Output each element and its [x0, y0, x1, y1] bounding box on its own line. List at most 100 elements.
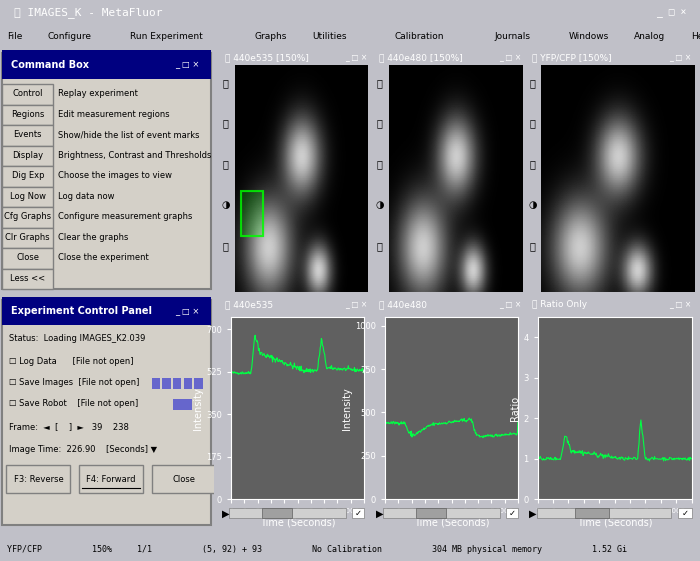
- Text: 🖼: 🖼: [529, 118, 536, 128]
- Text: _ □ ×: _ □ ×: [175, 61, 199, 70]
- Text: Close: Close: [172, 475, 195, 484]
- Text: _ □ ×: _ □ ×: [499, 300, 522, 309]
- Text: Close the experiment: Close the experiment: [57, 254, 148, 263]
- Text: Edit measurement regions: Edit measurement regions: [57, 110, 169, 119]
- Text: _ □ ×: _ □ ×: [499, 53, 522, 62]
- FancyBboxPatch shape: [2, 249, 53, 269]
- Text: _ □ ×: _ □ ×: [345, 300, 368, 309]
- Y-axis label: Intensity: Intensity: [193, 387, 203, 430]
- Text: _ □ ×: _ □ ×: [657, 8, 686, 17]
- Text: _ □ ×: _ □ ×: [669, 53, 692, 62]
- Text: ◑: ◑: [375, 200, 384, 210]
- Text: Log Now: Log Now: [10, 192, 46, 201]
- FancyBboxPatch shape: [2, 84, 53, 105]
- X-axis label: Time (Seconds): Time (Seconds): [577, 517, 652, 527]
- Bar: [229, 508, 346, 518]
- Text: Graphs: Graphs: [255, 32, 287, 41]
- Text: 📷 YFP/CFP [150%]: 📷 YFP/CFP [150%]: [532, 53, 612, 62]
- Text: ◑: ◑: [528, 200, 537, 210]
- Text: 📊 440e535: 📊 440e535: [225, 300, 272, 309]
- Text: Cfg Graphs: Cfg Graphs: [4, 213, 51, 222]
- Text: 📊 440e480: 📊 440e480: [379, 300, 426, 309]
- Text: ◑: ◑: [221, 200, 230, 210]
- Bar: [262, 508, 293, 518]
- Bar: [162, 378, 171, 389]
- Text: 🖼: 🖼: [377, 118, 383, 128]
- Text: Show/hide the list of event marks: Show/hide the list of event marks: [57, 130, 199, 140]
- Text: Run Experiment: Run Experiment: [130, 32, 203, 41]
- Text: _ □ ×: _ □ ×: [669, 300, 692, 309]
- Text: 🔲: 🔲: [223, 241, 229, 251]
- Text: 🔍: 🔍: [223, 77, 229, 88]
- Text: Windows: Windows: [568, 32, 609, 41]
- FancyBboxPatch shape: [79, 465, 143, 493]
- FancyBboxPatch shape: [2, 166, 53, 187]
- Text: F3: Reverse: F3: Reverse: [13, 475, 63, 484]
- Bar: [2, 297, 211, 325]
- Text: Events: Events: [13, 130, 42, 140]
- Text: _ □ ×: _ □ ×: [345, 53, 368, 62]
- Text: Frame:  ◄  [    ]  ►   39    238: Frame: ◄ [ ] ► 39 238: [8, 422, 128, 431]
- Bar: [575, 508, 609, 518]
- Text: Command Box: Command Box: [10, 60, 89, 70]
- FancyBboxPatch shape: [2, 125, 53, 146]
- Text: File: File: [7, 32, 22, 41]
- Text: Close: Close: [16, 254, 39, 263]
- Text: ✓: ✓: [355, 509, 362, 518]
- Text: Utilities: Utilities: [312, 32, 346, 41]
- Text: Configure measurement graphs: Configure measurement graphs: [57, 213, 192, 222]
- Text: 🔍: 🔍: [529, 77, 536, 88]
- Text: Brightness, Contrast and Thresholds: Brightness, Contrast and Thresholds: [57, 151, 211, 160]
- Text: Dig Exp: Dig Exp: [11, 172, 44, 181]
- Text: ☐ Save Images  [File not open]: ☐ Save Images [File not open]: [8, 378, 139, 387]
- Bar: [353, 508, 365, 518]
- Text: Configure: Configure: [48, 32, 92, 41]
- X-axis label: Time (Seconds): Time (Seconds): [414, 517, 489, 527]
- Text: ▶: ▶: [375, 508, 383, 518]
- Text: 🔲: 🔲: [529, 241, 536, 251]
- FancyBboxPatch shape: [2, 228, 53, 249]
- Text: Control: Control: [13, 89, 43, 98]
- Text: Clr Graphs: Clr Graphs: [6, 233, 50, 242]
- Bar: [173, 398, 192, 410]
- FancyBboxPatch shape: [6, 465, 71, 493]
- Text: Replay experiment: Replay experiment: [57, 89, 137, 98]
- Text: ▶: ▶: [528, 508, 536, 518]
- Text: 📷 440e480 [150%]: 📷 440e480 [150%]: [379, 53, 462, 62]
- FancyBboxPatch shape: [2, 187, 53, 208]
- Text: Regions: Regions: [11, 110, 44, 119]
- Text: Log data now: Log data now: [57, 192, 114, 201]
- Text: 🖼: 🖼: [223, 118, 229, 128]
- Text: F4: Forward: F4: Forward: [86, 475, 136, 484]
- Bar: [507, 508, 519, 518]
- Text: 🔍: 🔍: [377, 77, 383, 88]
- Text: Calibration: Calibration: [395, 32, 444, 41]
- Bar: [383, 508, 500, 518]
- FancyBboxPatch shape: [152, 465, 216, 493]
- Text: Clear the graphs: Clear the graphs: [57, 233, 128, 242]
- Text: Journals: Journals: [494, 32, 530, 41]
- Bar: [538, 508, 671, 518]
- Text: ✓: ✓: [509, 509, 516, 518]
- Bar: [678, 508, 692, 518]
- Text: 🎨: 🎨: [223, 159, 229, 169]
- Text: 📊 Ratio Only: 📊 Ratio Only: [532, 300, 587, 309]
- Text: Help: Help: [692, 32, 700, 41]
- Text: YFP/CFP          150%     1/1          (5, 92) + 93          No Calibration     : YFP/CFP 150% 1/1 (5, 92) + 93 No Calibra…: [7, 545, 627, 554]
- Y-axis label: Ratio: Ratio: [510, 396, 520, 421]
- Text: Status:  Loading IMAGES_K2.039: Status: Loading IMAGES_K2.039: [8, 334, 145, 343]
- X-axis label: Time (Seconds): Time (Seconds): [260, 517, 335, 527]
- Text: 📷 440e535 [150%]: 📷 440e535 [150%]: [225, 53, 309, 62]
- FancyBboxPatch shape: [2, 105, 53, 125]
- Bar: [195, 378, 203, 389]
- Y-axis label: Intensity: Intensity: [342, 387, 352, 430]
- Text: Image Time:  226.90    [Seconds] ▼: Image Time: 226.90 [Seconds] ▼: [8, 445, 157, 454]
- Bar: [416, 508, 447, 518]
- FancyBboxPatch shape: [2, 146, 53, 166]
- Text: 🎨: 🎨: [529, 159, 536, 169]
- Bar: [152, 378, 160, 389]
- Text: ▶: ▶: [221, 508, 229, 518]
- Bar: [241, 191, 262, 236]
- Bar: [173, 378, 181, 389]
- Text: 📊 IMAGES_K - MetaFluor: 📊 IMAGES_K - MetaFluor: [14, 7, 162, 18]
